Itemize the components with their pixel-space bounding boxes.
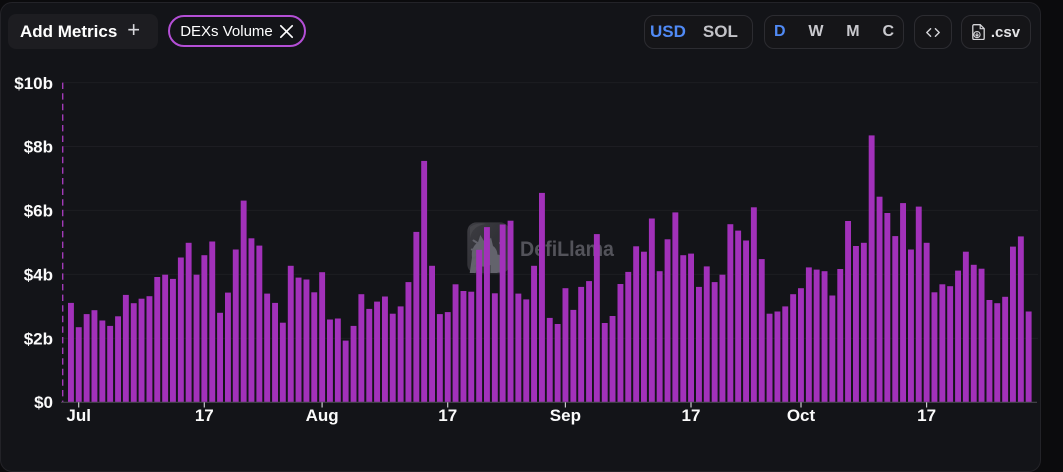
svg-text:$0: $0 xyxy=(34,393,53,412)
svg-text:Aug: Aug xyxy=(306,406,339,425)
svg-text:DefiLlama: DefiLlama xyxy=(520,238,614,261)
svg-text:$10b: $10b xyxy=(14,74,53,93)
svg-text:17: 17 xyxy=(195,406,214,425)
svg-text:Oct: Oct xyxy=(787,406,816,425)
svg-text:Sep: Sep xyxy=(550,406,581,425)
svg-text:17: 17 xyxy=(682,406,701,425)
svg-text:17: 17 xyxy=(438,406,457,425)
svg-text:$6b: $6b xyxy=(24,202,53,221)
svg-text:$8b: $8b xyxy=(24,138,53,157)
svg-text:$2b: $2b xyxy=(24,330,53,349)
svg-text:17: 17 xyxy=(917,406,936,425)
svg-text:$4b: $4b xyxy=(24,266,53,285)
svg-text:Jul: Jul xyxy=(66,406,91,425)
